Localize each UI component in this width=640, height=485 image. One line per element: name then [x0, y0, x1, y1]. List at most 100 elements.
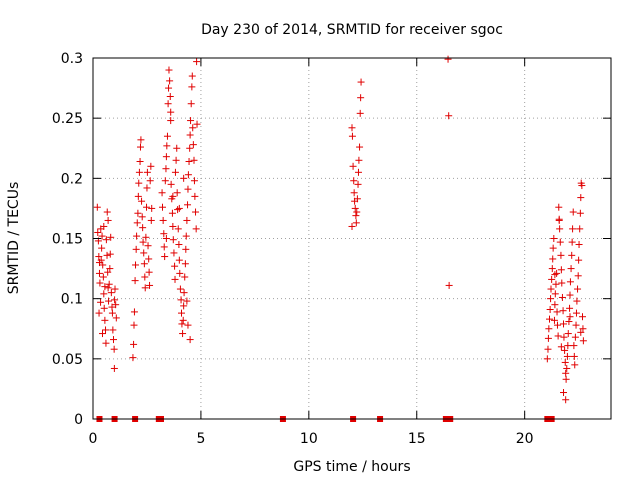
- data-point: [184, 171, 192, 179]
- data-point: [107, 233, 115, 241]
- data-point: [553, 308, 561, 316]
- data-point: [356, 143, 364, 151]
- data-point: [104, 284, 112, 292]
- data-point: [167, 180, 175, 188]
- data-point: [183, 216, 191, 224]
- grid: [93, 58, 611, 419]
- data-point: [105, 297, 113, 305]
- data-point: [354, 168, 362, 176]
- data-point: [103, 251, 111, 259]
- data-point: [350, 189, 358, 197]
- data-point: [110, 336, 118, 344]
- data-point: [102, 236, 110, 244]
- x-tick-label: 15: [408, 431, 426, 447]
- data-point: [177, 296, 185, 304]
- data-point: [160, 230, 168, 238]
- data-point: [95, 259, 103, 267]
- data-point: [134, 209, 142, 217]
- data-point: [108, 303, 116, 311]
- data-point: [566, 291, 574, 299]
- data-point: [193, 120, 201, 128]
- data-point: [576, 225, 584, 233]
- data-point: [577, 194, 585, 202]
- data-point: [133, 232, 141, 240]
- data-point: [136, 143, 144, 151]
- data-point: [552, 280, 560, 288]
- data-point: [148, 204, 156, 212]
- data-point: [551, 290, 559, 298]
- data-point: [131, 277, 139, 285]
- data-point: [550, 316, 558, 324]
- data-point: [579, 313, 587, 321]
- data-point: [560, 389, 568, 397]
- data-point: [180, 289, 188, 297]
- data-point: [575, 241, 583, 249]
- data-point: [161, 253, 169, 261]
- data-point: [129, 354, 137, 362]
- data-point: [549, 244, 557, 252]
- data-point: [169, 236, 177, 244]
- data-point: [167, 117, 175, 125]
- data-point: [98, 330, 106, 338]
- data-point: [548, 275, 556, 283]
- data-point: [186, 336, 194, 344]
- data-point: [143, 184, 151, 192]
- data-point: [97, 298, 105, 306]
- data-point: [140, 260, 148, 268]
- data-point: [557, 343, 565, 351]
- data-point: [559, 307, 567, 315]
- x-tick-label: 0: [89, 431, 98, 447]
- y-tick-label: 0.3: [61, 51, 83, 67]
- data-point: [162, 153, 170, 161]
- data-point: [348, 222, 356, 230]
- data-point: [168, 209, 176, 217]
- data-point: [99, 273, 107, 281]
- y-axis-label: SRMTID / TECUs: [6, 182, 22, 295]
- data-point: [132, 245, 140, 253]
- data-point: [143, 203, 151, 211]
- data-point: [175, 204, 183, 212]
- data-point: [179, 316, 187, 324]
- data-point: [356, 109, 364, 117]
- data-point: [158, 189, 166, 197]
- data-point: [579, 325, 587, 333]
- data-point: [132, 261, 140, 269]
- data-point: [145, 268, 153, 276]
- data-point: [171, 262, 179, 270]
- data-point: [355, 156, 363, 164]
- data-point: [571, 361, 579, 369]
- data-point: [103, 208, 111, 216]
- data-point: [96, 279, 104, 287]
- data-point: [445, 112, 453, 120]
- data-point: [568, 238, 576, 246]
- data-point: [165, 84, 173, 92]
- data-point: [171, 168, 179, 176]
- data-point: [182, 245, 190, 253]
- x-tick-label: 10: [300, 431, 318, 447]
- data-point: [167, 108, 175, 116]
- data-point: [166, 93, 174, 101]
- data-point: [188, 72, 196, 80]
- data-point: [162, 165, 170, 173]
- y-tick-label: 0: [74, 412, 83, 428]
- data-point: [553, 321, 561, 329]
- data-point: [158, 203, 166, 211]
- data-point: [546, 305, 554, 313]
- y-tick-label: 0.1: [61, 292, 83, 308]
- data-point: [136, 157, 144, 165]
- data-point: [570, 342, 578, 350]
- data-point: [173, 189, 181, 197]
- data-point: [142, 233, 150, 241]
- data-point: [139, 224, 147, 232]
- data-point: [563, 364, 571, 372]
- data-point: [566, 313, 574, 321]
- x-tick-label: 20: [516, 431, 534, 447]
- data-point: [561, 358, 569, 366]
- data-point: [109, 326, 117, 334]
- y-tick-label: 0.25: [52, 111, 83, 127]
- data-point: [169, 222, 177, 230]
- data-point: [135, 168, 143, 176]
- data-point: [564, 330, 572, 338]
- data-point: [94, 228, 102, 236]
